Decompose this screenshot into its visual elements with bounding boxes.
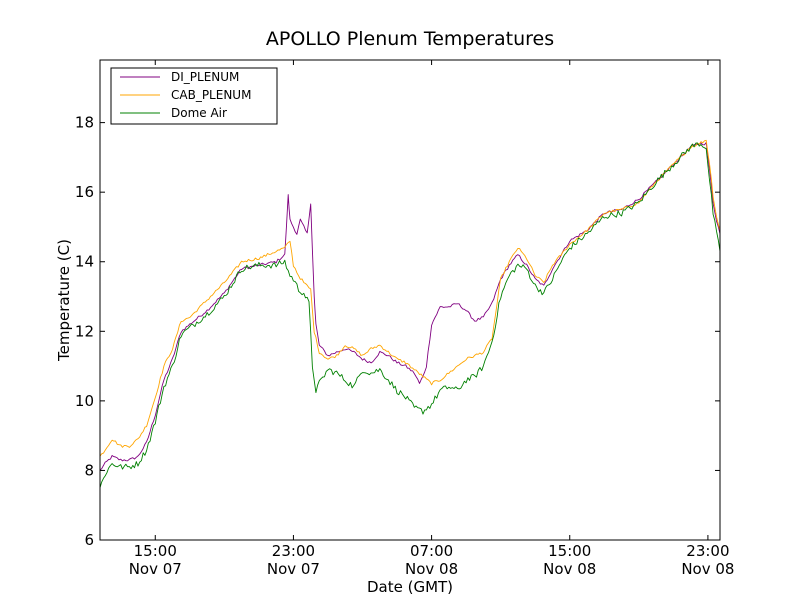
plot-frame bbox=[99, 59, 721, 541]
legend-label-dome-air: Dome Air bbox=[171, 106, 227, 120]
y-tick-label-12: 12 bbox=[75, 322, 94, 340]
y-tick-label-6: 6 bbox=[84, 531, 94, 549]
legend-label-di-plenum: DI_PLENUM bbox=[171, 70, 239, 84]
x-tick-time-label-3: 15:00 bbox=[548, 542, 591, 560]
x-tick-date-label-3: Nov 08 bbox=[543, 560, 596, 578]
x-tick-time-label-0: 15:00 bbox=[134, 542, 177, 560]
chart-title: APOLLO Plenum Temperatures bbox=[266, 28, 554, 50]
x-tick-time-label-2: 07:00 bbox=[410, 542, 453, 560]
x-tick-date-label-0: Nov 07 bbox=[129, 560, 182, 578]
series-line-dome-air bbox=[99, 142, 721, 488]
legend: DI_PLENUM CAB_PLENUM Dome Air bbox=[110, 67, 278, 125]
x-tick-time-label-1: 23:00 bbox=[272, 542, 315, 560]
x-tick-date-label-2: Nov 08 bbox=[405, 560, 458, 578]
x-axis-label: Date (GMT) bbox=[367, 578, 453, 596]
x-tick-date-label-1: Nov 07 bbox=[267, 560, 320, 578]
y-tick-label-10: 10 bbox=[75, 392, 94, 410]
legend-label-cab-plenum: CAB_PLENUM bbox=[171, 88, 251, 102]
x-tick-date-label-4: Nov 08 bbox=[681, 560, 734, 578]
y-tick-label-8: 8 bbox=[84, 461, 94, 479]
x-tick-time-label-4: 23:00 bbox=[686, 542, 729, 560]
y-tick-label-16: 16 bbox=[75, 183, 94, 201]
y-tick-label-14: 14 bbox=[75, 253, 94, 271]
y-tick-label-18: 18 bbox=[75, 114, 94, 132]
y-axis-label: Temperature (C) bbox=[55, 239, 73, 362]
series-layer bbox=[99, 139, 721, 488]
series-line-cab-plenum bbox=[99, 139, 721, 457]
